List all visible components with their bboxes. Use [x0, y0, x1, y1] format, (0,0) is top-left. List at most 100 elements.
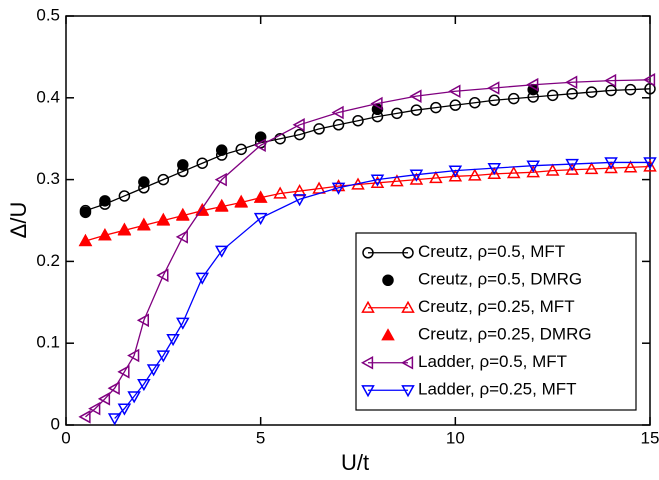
- marker: [381, 328, 395, 341]
- marker: [623, 160, 638, 173]
- legend-label: Creutz, ρ=0.5, MFT: [418, 242, 565, 261]
- marker: [146, 364, 161, 377]
- marker: [429, 170, 443, 184]
- marker: [410, 104, 423, 116]
- legend-box: [355, 232, 637, 411]
- marker: [565, 75, 578, 90]
- marker: [644, 83, 656, 95]
- marker: [624, 83, 637, 96]
- y-axis-label: Δ/U: [6, 202, 31, 239]
- marker: [402, 247, 414, 259]
- marker: [487, 166, 502, 180]
- marker: [127, 391, 141, 404]
- marker: [79, 206, 92, 219]
- marker: [253, 138, 266, 153]
- marker: [253, 190, 268, 203]
- x-axis-label: U/t: [341, 450, 369, 475]
- legend-label: Creutz, ρ=0.25, MFT: [418, 297, 575, 316]
- marker: [487, 81, 500, 95]
- marker: [448, 84, 461, 99]
- x-tick-label: 15: [641, 428, 659, 447]
- marker: [390, 174, 404, 187]
- series-line: [85, 165, 651, 242]
- marker: [97, 392, 111, 406]
- y-tick-label: 0.5: [36, 5, 60, 24]
- marker: [545, 163, 560, 176]
- marker: [642, 73, 656, 87]
- series-line: [85, 88, 651, 212]
- marker: [382, 274, 394, 286]
- marker: [643, 159, 657, 172]
- legend-label: Creutz, ρ=0.5, DMRG: [418, 270, 582, 289]
- y-tick-label: 0.4: [36, 87, 60, 106]
- marker: [430, 101, 442, 114]
- marker: [401, 385, 415, 398]
- y-tick-label: 0.1: [36, 333, 60, 352]
- marker: [584, 161, 599, 175]
- marker: [78, 410, 91, 424]
- marker: [127, 348, 140, 363]
- marker: [214, 245, 229, 258]
- marker: [448, 169, 463, 182]
- marker: [274, 132, 286, 145]
- marker: [292, 194, 307, 207]
- marker: [566, 87, 578, 100]
- marker: [166, 333, 180, 347]
- marker: [370, 174, 385, 187]
- marker: [401, 300, 415, 313]
- marker: [488, 94, 501, 107]
- marker: [332, 119, 345, 131]
- marker: [391, 107, 403, 120]
- marker: [361, 385, 375, 398]
- marker: [118, 190, 131, 202]
- marker: [107, 413, 122, 426]
- legend-label: Ladder, ρ=0.5, MFT: [418, 352, 567, 371]
- marker: [409, 169, 424, 182]
- marker: [448, 165, 463, 178]
- marker: [177, 159, 189, 171]
- legend-label: Ladder, ρ=0.25, MFT: [418, 380, 577, 399]
- marker: [78, 233, 93, 247]
- marker: [98, 228, 112, 241]
- marker: [565, 158, 579, 172]
- marker: [196, 157, 209, 169]
- marker: [468, 168, 482, 181]
- marker: [88, 401, 101, 416]
- marker: [117, 222, 132, 235]
- marker: [293, 128, 306, 141]
- marker: [370, 96, 383, 111]
- marker: [604, 157, 618, 170]
- marker: [400, 355, 414, 370]
- x-tick-label: 5: [256, 428, 265, 447]
- marker: [331, 179, 346, 192]
- marker: [156, 350, 171, 363]
- y-tick-label: 0: [51, 414, 60, 433]
- marker: [565, 162, 579, 175]
- marker: [507, 92, 520, 105]
- x-tick-label: 10: [446, 428, 465, 447]
- marker: [360, 355, 374, 370]
- marker: [175, 230, 188, 244]
- marker: [352, 114, 364, 127]
- marker: [176, 317, 190, 330]
- y-tick-label: 0.2: [36, 251, 60, 270]
- marker: [137, 217, 151, 230]
- marker: [409, 89, 422, 103]
- marker: [469, 96, 481, 109]
- marker: [107, 381, 120, 395]
- marker: [235, 143, 247, 156]
- marker: [157, 173, 170, 186]
- marker: [585, 86, 598, 98]
- marker: [449, 99, 462, 111]
- marker: [273, 186, 287, 199]
- marker: [117, 403, 132, 416]
- marker: [546, 89, 559, 102]
- marker: [362, 247, 374, 259]
- marker: [234, 194, 248, 207]
- marker: [361, 300, 375, 313]
- marker: [156, 212, 171, 225]
- marker: [253, 212, 268, 226]
- legend: Creutz, ρ=0.5, MFT Creutz, ρ=0.5, DMRG Cre…: [355, 232, 637, 411]
- marker: [138, 176, 150, 188]
